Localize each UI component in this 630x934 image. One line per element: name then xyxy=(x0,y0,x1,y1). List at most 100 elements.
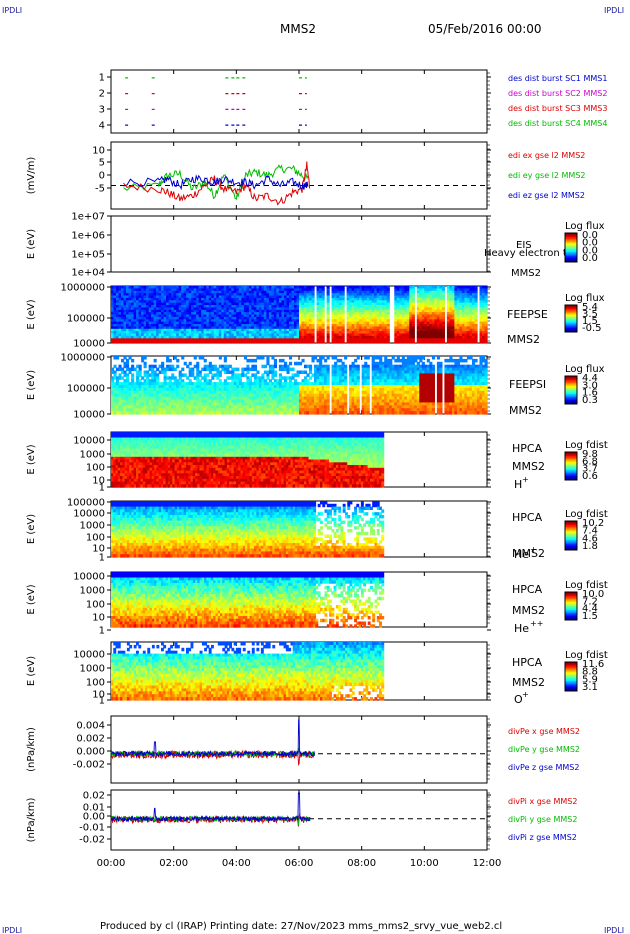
spectrogram-cell xyxy=(451,333,455,337)
spectrogram-cell xyxy=(168,324,172,327)
spectrogram-cell xyxy=(321,290,325,294)
spectrogram-cell xyxy=(123,326,127,330)
spectrogram-cell xyxy=(284,324,288,327)
spectrogram-cell xyxy=(183,361,187,366)
spectrogram-cell xyxy=(231,379,235,383)
spectrogram-cell xyxy=(404,335,408,339)
spectrogram-cell xyxy=(421,333,425,337)
spectrogram-cell xyxy=(349,340,353,344)
spectrogram-cell xyxy=(213,385,217,389)
spectrogram-cell xyxy=(484,286,488,289)
spectrogram-cell xyxy=(113,293,117,297)
spectrogram-cell xyxy=(196,312,200,316)
spectrogram-cell xyxy=(186,331,190,335)
spectrogram-cell xyxy=(336,312,340,316)
spectrogram-cell xyxy=(203,367,207,372)
spectrogram-cell xyxy=(346,335,350,339)
spectrogram-cell xyxy=(176,396,180,401)
spectrogram-cell xyxy=(173,290,177,294)
spectrogram-cell xyxy=(421,295,425,299)
spectrogram-cell xyxy=(472,312,476,316)
spectrogram-cell xyxy=(178,376,182,380)
spectrogram-cell xyxy=(173,316,177,320)
spectrogram-cell xyxy=(168,390,172,395)
spectrogram-cell xyxy=(173,340,177,344)
spectrogram-cell xyxy=(469,324,473,327)
spectrogram-cell xyxy=(278,390,282,395)
spectrogram-cell xyxy=(228,297,232,301)
spectrogram-cell xyxy=(238,324,242,327)
spectrogram-cell xyxy=(123,408,127,412)
spectrogram-cell xyxy=(291,321,295,325)
spectrogram-cell xyxy=(128,328,132,332)
spectrogram-cell xyxy=(236,340,240,344)
spectrogram-cell xyxy=(311,326,315,330)
spectrogram-cell xyxy=(153,286,157,289)
spectrogram-cell xyxy=(354,324,358,327)
spectrogram-cell xyxy=(176,297,180,301)
spectrogram-cell xyxy=(121,338,125,342)
spectrogram-cell xyxy=(326,305,330,308)
spectrogram-cell xyxy=(158,399,162,403)
spectrogram-cell xyxy=(173,390,177,395)
spectrogram-cell xyxy=(166,328,170,332)
spectrogram-cell xyxy=(309,331,313,335)
spectrogram-cell xyxy=(193,331,197,335)
spectrogram-cell xyxy=(374,290,378,294)
spectrogram-cell xyxy=(454,331,458,335)
spectrogram-cell xyxy=(223,309,227,313)
spectrogram-cell xyxy=(221,333,225,337)
spectrogram-cell xyxy=(173,376,177,380)
spectrogram-cell xyxy=(456,321,460,325)
spectrogram-cell xyxy=(121,387,125,392)
spectrogram-cell xyxy=(446,305,450,308)
spectrogram-cell xyxy=(286,312,290,316)
spectrogram-cell xyxy=(238,288,242,292)
y-tick-label: 0.002 xyxy=(76,734,105,745)
spectrogram-cell xyxy=(156,382,160,386)
spectrogram-cell xyxy=(258,408,262,412)
spectrogram-cell xyxy=(273,411,277,415)
spectrogram-cell xyxy=(223,379,227,383)
spectrogram-cell xyxy=(208,288,212,292)
spectrogram-cell xyxy=(183,335,187,339)
spectrogram-cell xyxy=(416,309,420,313)
spectrogram-cell xyxy=(183,312,187,316)
spectrogram-cell xyxy=(151,408,155,412)
spectrogram-cell xyxy=(226,290,230,294)
spectrogram-cell xyxy=(188,411,192,415)
spectrogram-cell xyxy=(113,321,117,325)
spectrogram-cell xyxy=(474,335,478,339)
spectrogram-cell xyxy=(294,295,298,299)
spectrogram-cell xyxy=(289,312,293,316)
spectrogram-cell xyxy=(461,302,465,306)
spectrogram-cell xyxy=(251,300,255,304)
spectrogram-cell xyxy=(266,302,270,306)
spectrogram-cell xyxy=(216,411,220,415)
spectrogram-cell xyxy=(449,312,453,316)
spectrogram-cell xyxy=(226,324,230,327)
spectrogram-cell xyxy=(266,338,270,342)
spectrogram-cell xyxy=(191,331,195,335)
spectrogram-cell xyxy=(218,297,222,301)
spectrogram-cell xyxy=(211,326,215,330)
spectrogram-cell xyxy=(196,293,200,297)
spectrogram-cell xyxy=(151,370,155,374)
spectrogram-cell xyxy=(263,333,267,337)
spectrogram-cell xyxy=(461,340,465,344)
spectrogram-cell xyxy=(416,321,420,325)
spectrogram-cell xyxy=(371,288,375,292)
spectrogram-cell xyxy=(196,295,200,299)
spectrogram-cell xyxy=(364,331,368,335)
spectrogram-cell xyxy=(411,297,415,301)
spectrogram-cell xyxy=(349,326,353,330)
spectrogram-cell xyxy=(193,316,197,320)
spectrogram-cell xyxy=(304,335,308,339)
spectrogram-cell xyxy=(339,300,343,304)
spectrogram-cell xyxy=(143,356,147,360)
spectrogram-cell xyxy=(121,335,125,339)
spectrogram-cell xyxy=(113,364,117,369)
spectrogram-cell xyxy=(118,373,122,377)
spectrogram-cell xyxy=(151,382,155,386)
y-tick-label: 0.00 xyxy=(83,812,105,823)
